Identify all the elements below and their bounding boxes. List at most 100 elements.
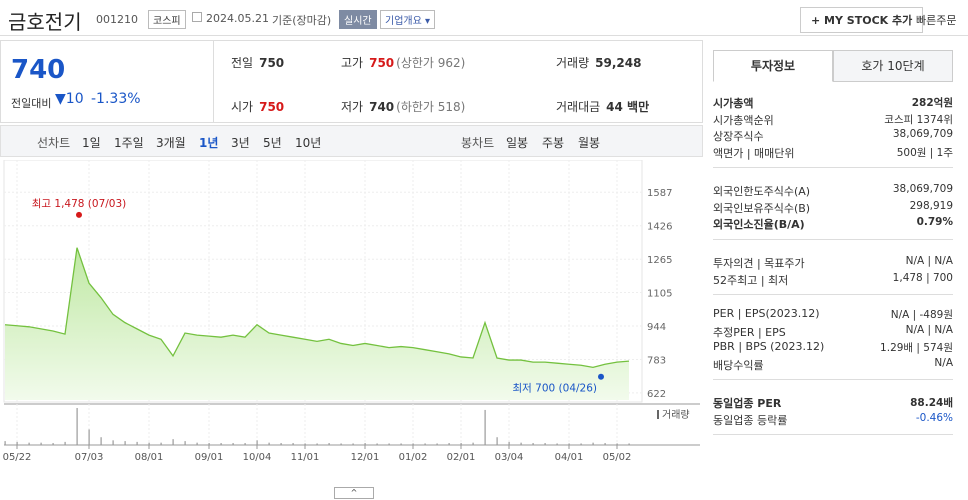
divider	[213, 41, 214, 122]
y-tick-label: 1265	[647, 255, 672, 266]
info-value: -0.46%	[915, 411, 953, 424]
info-tab[interactable]: 투자정보	[713, 50, 833, 82]
candle-tab[interactable]: 주봉	[542, 136, 565, 150]
volume-bar	[376, 443, 378, 445]
stat-label: 거래대금	[556, 100, 601, 114]
high-marker	[76, 211, 82, 218]
volume-bar	[412, 443, 414, 445]
stat-value: 750	[259, 100, 285, 114]
volume-bar	[328, 443, 330, 445]
realtime-badge[interactable]: 실시간	[339, 10, 377, 29]
info-value: 38,069,709	[892, 183, 953, 195]
volume-bar	[352, 443, 354, 445]
info-row: 액면가 | 매매단위 500원 | 1주	[713, 145, 953, 162]
x-tick-label: 05/02	[603, 452, 632, 463]
volume-bar	[556, 443, 558, 445]
volume-bar	[628, 443, 630, 445]
info-label: 동일업종 PER	[713, 397, 782, 410]
volume-bar	[232, 443, 234, 445]
info-row: 외국인소진율(B/A) 0.79%	[713, 216, 953, 233]
info-label: 외국인소진율(B/A)	[713, 218, 805, 231]
period-tab[interactable]: 10년	[295, 136, 322, 150]
basis: 기준(장마감)	[272, 14, 332, 27]
candle-tab[interactable]: 월봉	[578, 136, 601, 150]
info-row: 시가총액 282억원	[713, 95, 953, 112]
volume-bar	[4, 441, 6, 445]
change-label: 전일대비	[11, 97, 52, 110]
volume-bar	[544, 443, 546, 445]
volume-bar	[16, 441, 18, 445]
volume-bar	[580, 443, 582, 445]
stat: 저가 740 (하한가 518)	[341, 98, 465, 115]
info-label: 액면가 | 매매단위	[713, 146, 795, 160]
stat-label: 전일	[231, 56, 254, 70]
y-tick-label: 783	[647, 355, 666, 366]
period-tab[interactable]: 1일	[82, 136, 101, 150]
price-area	[5, 247, 629, 400]
candle-tab[interactable]: 일봉	[506, 136, 529, 150]
change-value: 10	[65, 91, 84, 107]
info-row: 외국인보유주식수(B) 298,919	[713, 200, 953, 217]
period-tab[interactable]: 5년	[263, 136, 282, 150]
volume-bar	[400, 443, 402, 445]
volume-bar	[148, 442, 150, 445]
period-tabs: 선차트 1일 1주일 3개월 1년 3년 5년 10년 봉차트 일봉 주봉 월봉	[0, 125, 703, 157]
info-value: 1.29배 | 574원	[880, 342, 953, 354]
stat-label: 거래량	[556, 56, 590, 70]
change: ▼10	[55, 91, 84, 107]
info-value: 코스피 1374위	[884, 113, 953, 126]
quick-order[interactable]: 빠른주문	[916, 14, 957, 27]
tab-label: 선차트	[37, 136, 71, 150]
x-tick-label: 09/01	[195, 452, 224, 463]
mystock-button[interactable]: + MY STOCK 추가	[800, 7, 924, 33]
period-tab[interactable]: 3년	[231, 136, 250, 150]
volume-bar	[520, 442, 522, 445]
volume-bar	[184, 441, 186, 445]
stat: 시가 750	[231, 98, 284, 115]
info-row: 동일업종 PER 88.24배	[713, 395, 953, 412]
info-label: 상장주식수	[713, 130, 764, 143]
volume-bar	[268, 442, 270, 445]
info-tab[interactable]: 호가 10단계	[833, 50, 953, 82]
tab-label: 봉차트	[461, 136, 495, 150]
volume-bar	[100, 437, 102, 445]
mystock-text: MY STOCK 추가	[824, 14, 913, 27]
info-label: PBR | BPS (2023.12)	[713, 340, 825, 353]
info-row: 동일업종 등락률 -0.46%	[713, 412, 953, 429]
info-value: N/A	[934, 356, 953, 369]
stat-sub: (상한가 962)	[396, 56, 466, 70]
info-label: 52주최고 | 최저	[713, 273, 789, 287]
info-section: 투자의견 | 목표주가 N/A | N/A 52주최고 | 최저 1,478 | 70…	[713, 255, 953, 295]
expand-button[interactable]: ^	[334, 487, 374, 499]
volume-bar	[28, 442, 30, 445]
x-tick-label: 02/01	[447, 452, 476, 463]
info-row: 배당수익률 N/A	[713, 357, 953, 374]
info-row: 추정PER | EPS N/A | N/A	[713, 324, 953, 341]
period-tab[interactable]: 3개월	[156, 136, 186, 150]
x-tick-label: 08/01	[135, 452, 164, 463]
period-tab[interactable]: 1주일	[114, 136, 144, 150]
period-tab[interactable]: 1년	[199, 136, 219, 150]
volume-bar	[220, 443, 222, 445]
info-value: N/A | N/A	[905, 323, 953, 336]
volume-bar	[136, 441, 138, 445]
volume-bar	[280, 443, 282, 445]
info-value: 298,919	[909, 199, 953, 212]
x-tick-label: 01/02	[399, 452, 428, 463]
stat: 전일 750	[231, 54, 284, 71]
volume-bar	[592, 442, 594, 445]
volume-bar	[568, 443, 570, 445]
y-tick-label: 1426	[647, 222, 672, 233]
info-label: 배당수익률	[713, 358, 764, 372]
volume-bar	[160, 442, 162, 445]
volume-bar	[292, 443, 294, 445]
volume-bar	[196, 442, 198, 445]
overview-button[interactable]: 기업개요 ▾	[380, 10, 436, 29]
header: 금호전기 001210 코스피 2024.05.21 기준(장마감) 실시간 기…	[0, 0, 968, 36]
stat-label: 고가	[341, 56, 364, 70]
volume-bar	[508, 441, 510, 445]
quote-box: 740 전일대비 ▼10 -1.33% 전일 750 고가 750 (상한가 962) 거…	[0, 40, 703, 123]
stat-value: 750	[369, 56, 395, 70]
info-value: 1,478 | 700	[892, 271, 953, 284]
info-label: 투자의견 | 목표주가	[713, 257, 805, 270]
